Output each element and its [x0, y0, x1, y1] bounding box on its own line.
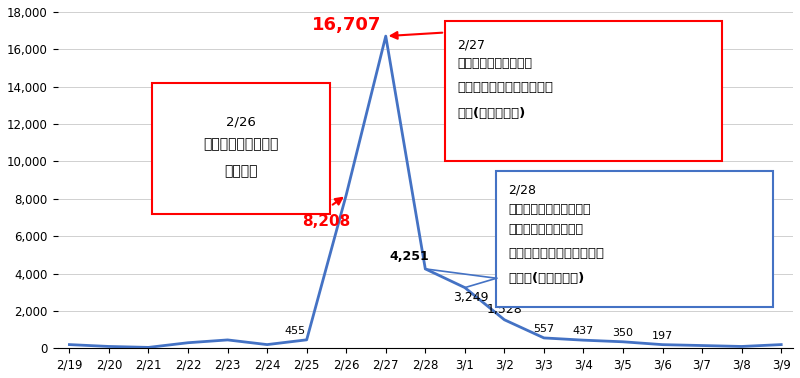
FancyBboxPatch shape — [497, 171, 774, 307]
Text: 557: 557 — [534, 324, 554, 334]
Text: ・インフルエンサーによる: ・インフルエンサーによる — [508, 248, 604, 260]
Text: ・初回の公式リリース: ・初回の公式リリース — [457, 57, 532, 70]
Text: 2/28: 2/28 — [508, 184, 536, 197]
Text: ・インフルエンサーによる: ・インフルエンサーによる — [457, 81, 553, 94]
Text: 続報(追加の告発): 続報(追加の告発) — [508, 272, 585, 285]
Text: 16,707: 16,707 — [311, 16, 381, 34]
Text: 2/26: 2/26 — [226, 116, 256, 129]
Text: 350: 350 — [613, 328, 634, 338]
FancyBboxPatch shape — [445, 21, 722, 161]
Text: 455: 455 — [285, 326, 306, 336]
Text: 4,251: 4,251 — [390, 250, 430, 263]
Text: 2/27: 2/27 — [457, 38, 485, 51]
Text: インフルエンサーに: インフルエンサーに — [204, 138, 279, 152]
FancyBboxPatch shape — [153, 83, 330, 214]
Text: ・公式リリース２回目で: ・公式リリース２回目で — [508, 203, 591, 215]
Text: 8,208: 8,208 — [302, 214, 350, 229]
Text: 437: 437 — [573, 327, 594, 336]
Text: 社内調査結果を発表: 社内調査結果を発表 — [508, 223, 583, 236]
Text: 1,528: 1,528 — [486, 303, 522, 316]
Text: 3,249: 3,249 — [453, 291, 489, 304]
Text: 続報(追加の告発): 続報(追加の告発) — [457, 107, 525, 120]
Text: よる告発: よる告発 — [225, 164, 258, 178]
Text: 197: 197 — [652, 331, 673, 341]
